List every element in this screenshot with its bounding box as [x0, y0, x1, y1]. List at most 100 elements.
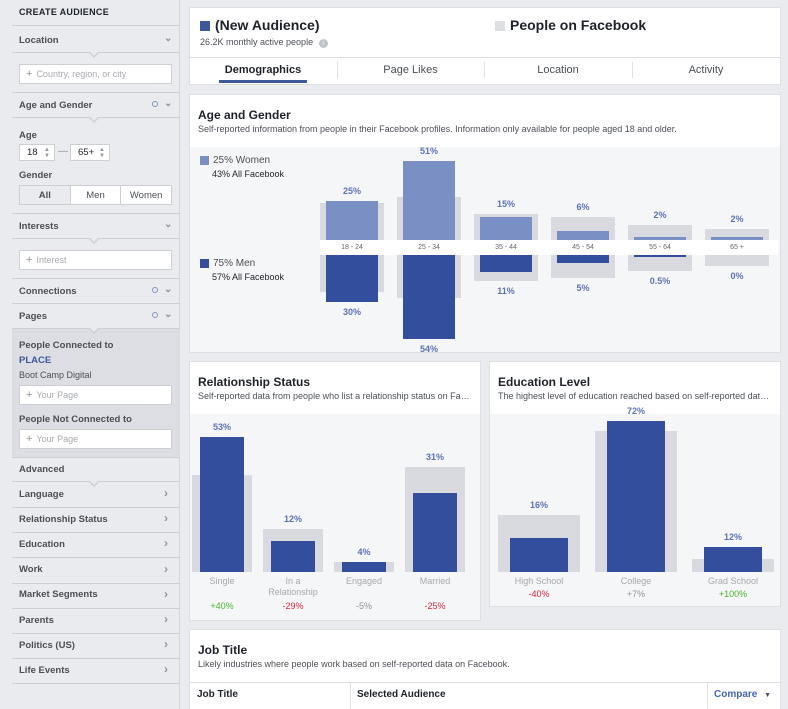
chevron-down-icon: ⌄ [164, 98, 173, 109]
women-pct-label: 2% [730, 214, 744, 225]
section-label: Age and Gender [19, 99, 93, 111]
men-pct-label: 11% [497, 286, 515, 297]
age-range-label: 65 + [730, 244, 744, 251]
sidebar-item-label: Relationship Status [19, 513, 108, 525]
connected-page: Boot Camp Digital [19, 370, 92, 380]
compare-dropdown[interactable]: Compare ▼ [714, 689, 771, 700]
section-connections[interactable]: Connections ⌄ [12, 279, 180, 303]
gender-all-button[interactable]: All [20, 186, 71, 204]
audience-header: (New Audience) 26.2K monthly active peop… [189, 7, 781, 85]
age-max-value: 65+ [78, 147, 95, 158]
chevron-down-icon: ⌄ [164, 284, 173, 295]
section-title: Job Title [198, 643, 248, 657]
sidebar-item-education[interactable]: Education › [12, 532, 180, 556]
age-min-select[interactable]: 18 ▲ ▼ [19, 144, 55, 161]
sidebar-item-relationship-status[interactable]: Relationship Status › [12, 507, 180, 531]
sidebar-item-language[interactable]: Language › [12, 482, 180, 506]
plus-icon: + [26, 254, 33, 266]
men-bar [326, 255, 378, 302]
plus-icon: + [26, 433, 33, 445]
audience-bar [342, 561, 386, 572]
tab-activity[interactable]: Activity [688, 64, 724, 76]
job-title-panel: Job Title Likely industries where people… [189, 629, 781, 709]
men-pct-label: 0.5% [649, 275, 671, 286]
section-pages[interactable]: Pages ⌄ [12, 304, 180, 328]
section-label: Location [19, 34, 59, 46]
women-bar [711, 236, 763, 240]
divider [190, 57, 780, 58]
tab-demographics[interactable]: Demographics [224, 64, 302, 76]
section-location[interactable]: Location ⌄ [12, 28, 180, 52]
men-bar [403, 255, 455, 339]
all-facebook-women-bar [705, 229, 769, 240]
create-audience-sidebar: CREATE AUDIENCE Location ⌄ + Country, re… [0, 0, 180, 709]
men-legend-swatch [200, 259, 209, 268]
age-max-select[interactable]: 65+ ▲ ▼ [70, 144, 110, 161]
section-subtitle: The highest level of education reached b… [498, 391, 774, 401]
tab-location[interactable]: Location [537, 64, 579, 76]
divider [12, 658, 180, 660]
age-label: Age [19, 130, 37, 141]
not-connected-page-input[interactable]: + Your Page [19, 429, 172, 449]
sidebar-item-life-events[interactable]: Life Events › [12, 658, 180, 682]
your-page-input[interactable]: + Your Page [19, 385, 172, 405]
section-interests[interactable]: Interests ⌄ [12, 214, 180, 238]
sidebar-item-work[interactable]: Work › [12, 558, 180, 582]
info-icon[interactable]: i [318, 39, 328, 48]
gender-men-button[interactable]: Men [71, 186, 122, 204]
gender-women-button[interactable]: Women [129, 189, 163, 201]
audience-size-text: 26.2K monthly active people [200, 37, 314, 47]
gender-label: Gender [19, 170, 53, 181]
plus-icon: + [26, 389, 33, 401]
compare-color-swatch [495, 21, 505, 31]
sidebar-item-parents[interactable]: Parents › [12, 608, 180, 632]
category-label: Engaged [345, 576, 383, 586]
col-selected-audience: Selected Audience [357, 689, 446, 700]
divider [12, 457, 180, 458]
men-pct-label: 30% [342, 306, 361, 317]
women-pct-label: 51% [419, 145, 438, 156]
audience-bar [510, 538, 568, 572]
women-bar [403, 160, 455, 240]
tab-separator [337, 62, 338, 78]
age-axis-band [320, 240, 778, 255]
women-fb: 43% All Facebook [212, 169, 285, 179]
sidebar-item-label: Politics (US) [19, 639, 75, 651]
men-bar [557, 255, 609, 263]
audience-size: 26.2K monthly active people i [200, 37, 328, 48]
tab-page-likes[interactable]: Page Likes [383, 64, 438, 76]
value-label: 53% [212, 421, 231, 432]
section-advanced[interactable]: Advanced [12, 457, 180, 481]
sidebar-item-politics-us[interactable]: Politics (US) › [12, 633, 180, 657]
difference-label: -25% [424, 601, 446, 611]
divider [12, 92, 180, 93]
chevron-right-icon: › [164, 536, 168, 551]
pointer-notch [88, 237, 100, 245]
sidebar-item-market-segments[interactable]: Market Segments › [12, 583, 180, 607]
location-input[interactable]: + Country, region, or city [19, 64, 172, 84]
section-subtitle: Likely industries where people work base… [198, 659, 510, 669]
range-dash: — [58, 146, 68, 157]
difference-label: -40% [528, 589, 550, 599]
sidebar-title: CREATE AUDIENCE [19, 7, 110, 17]
all-facebook-men-bar [705, 255, 769, 266]
divider [12, 25, 180, 26]
women-legend-swatch [200, 156, 209, 165]
women-pct-label: 2% [653, 209, 667, 220]
tab-separator [632, 62, 633, 78]
women-pct-label: 25% [342, 186, 361, 197]
relationship-panel: Relationship Status Self-reported data f… [189, 361, 481, 621]
caret-down-icon: ▼ [764, 692, 772, 699]
tab-separator [484, 62, 485, 78]
difference-label: -29% [282, 601, 304, 611]
audience-bar [607, 420, 665, 572]
interest-input[interactable]: + Interest [19, 250, 172, 270]
col-job-title: Job Title [197, 689, 238, 700]
pointer-notch [88, 116, 100, 124]
plus-icon: + [26, 68, 33, 80]
section-age-gender[interactable]: Age and Gender ⌄ [12, 93, 180, 117]
stepper-icon: ▲ ▼ [44, 146, 50, 159]
active-filter-icon [152, 101, 158, 107]
active-filter-icon [152, 287, 158, 293]
category-label: College [620, 576, 652, 586]
